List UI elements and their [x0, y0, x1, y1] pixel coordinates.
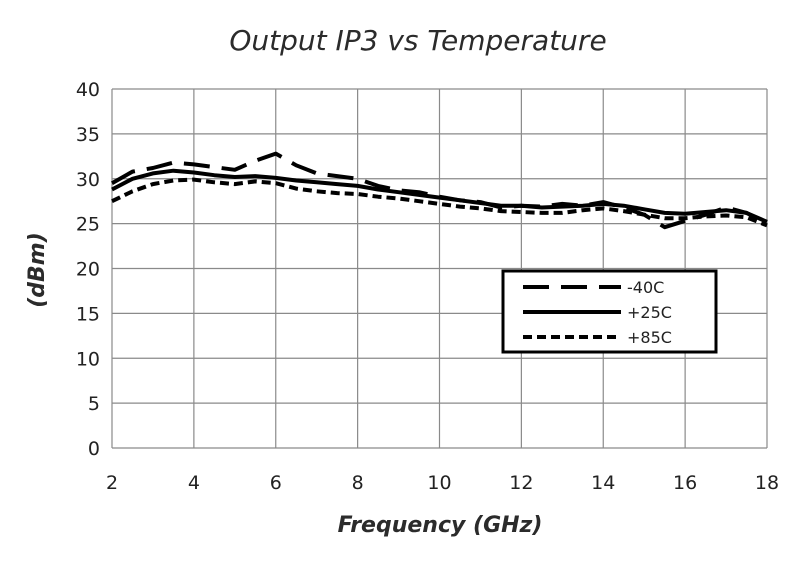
- y-tick-label: 20: [76, 259, 100, 281]
- y-tick-label: 10: [76, 348, 100, 370]
- series-line-+85C: [111, 177, 768, 228]
- x-tick-label: 6: [270, 472, 282, 494]
- legend: -40C +25C +85C: [501, 269, 718, 354]
- x-tick-label: 12: [509, 472, 533, 494]
- x-tick-label: 4: [188, 472, 200, 494]
- chart-title: Output IP3 vs Temperature: [229, 24, 606, 57]
- x-tick-label: 14: [591, 472, 615, 494]
- y-tick-label: 5: [88, 393, 100, 415]
- y-axis-ticks: 0 5 10 15 20 25 30 35 40: [76, 79, 100, 460]
- x-tick-label: 16: [673, 472, 697, 494]
- y-tick-label: 40: [76, 79, 100, 101]
- y-axis-label: (dBm): [25, 232, 50, 308]
- x-tick-label: 18: [755, 472, 779, 494]
- y-tick-label: 0: [88, 438, 100, 460]
- x-axis-ticks: 2 4 6 8 10 12 14 16 18: [106, 472, 779, 494]
- x-axis-label: Frequency (GHz): [338, 513, 543, 538]
- x-tick-label: 10: [427, 472, 451, 494]
- y-tick-label: 25: [76, 214, 100, 236]
- legend-label: -40C: [627, 278, 664, 297]
- series-line-+25C: [111, 168, 768, 224]
- y-tick-label: 30: [76, 169, 100, 191]
- series-lines: [111, 151, 768, 230]
- x-tick-label: 2: [106, 472, 118, 494]
- y-tick-label: 15: [76, 303, 100, 325]
- y-tick-label: 35: [76, 124, 100, 146]
- legend-label: +85C: [627, 328, 672, 347]
- grid: [111, 88, 768, 449]
- legend-label: +25C: [627, 303, 672, 322]
- x-tick-label: 8: [352, 472, 364, 494]
